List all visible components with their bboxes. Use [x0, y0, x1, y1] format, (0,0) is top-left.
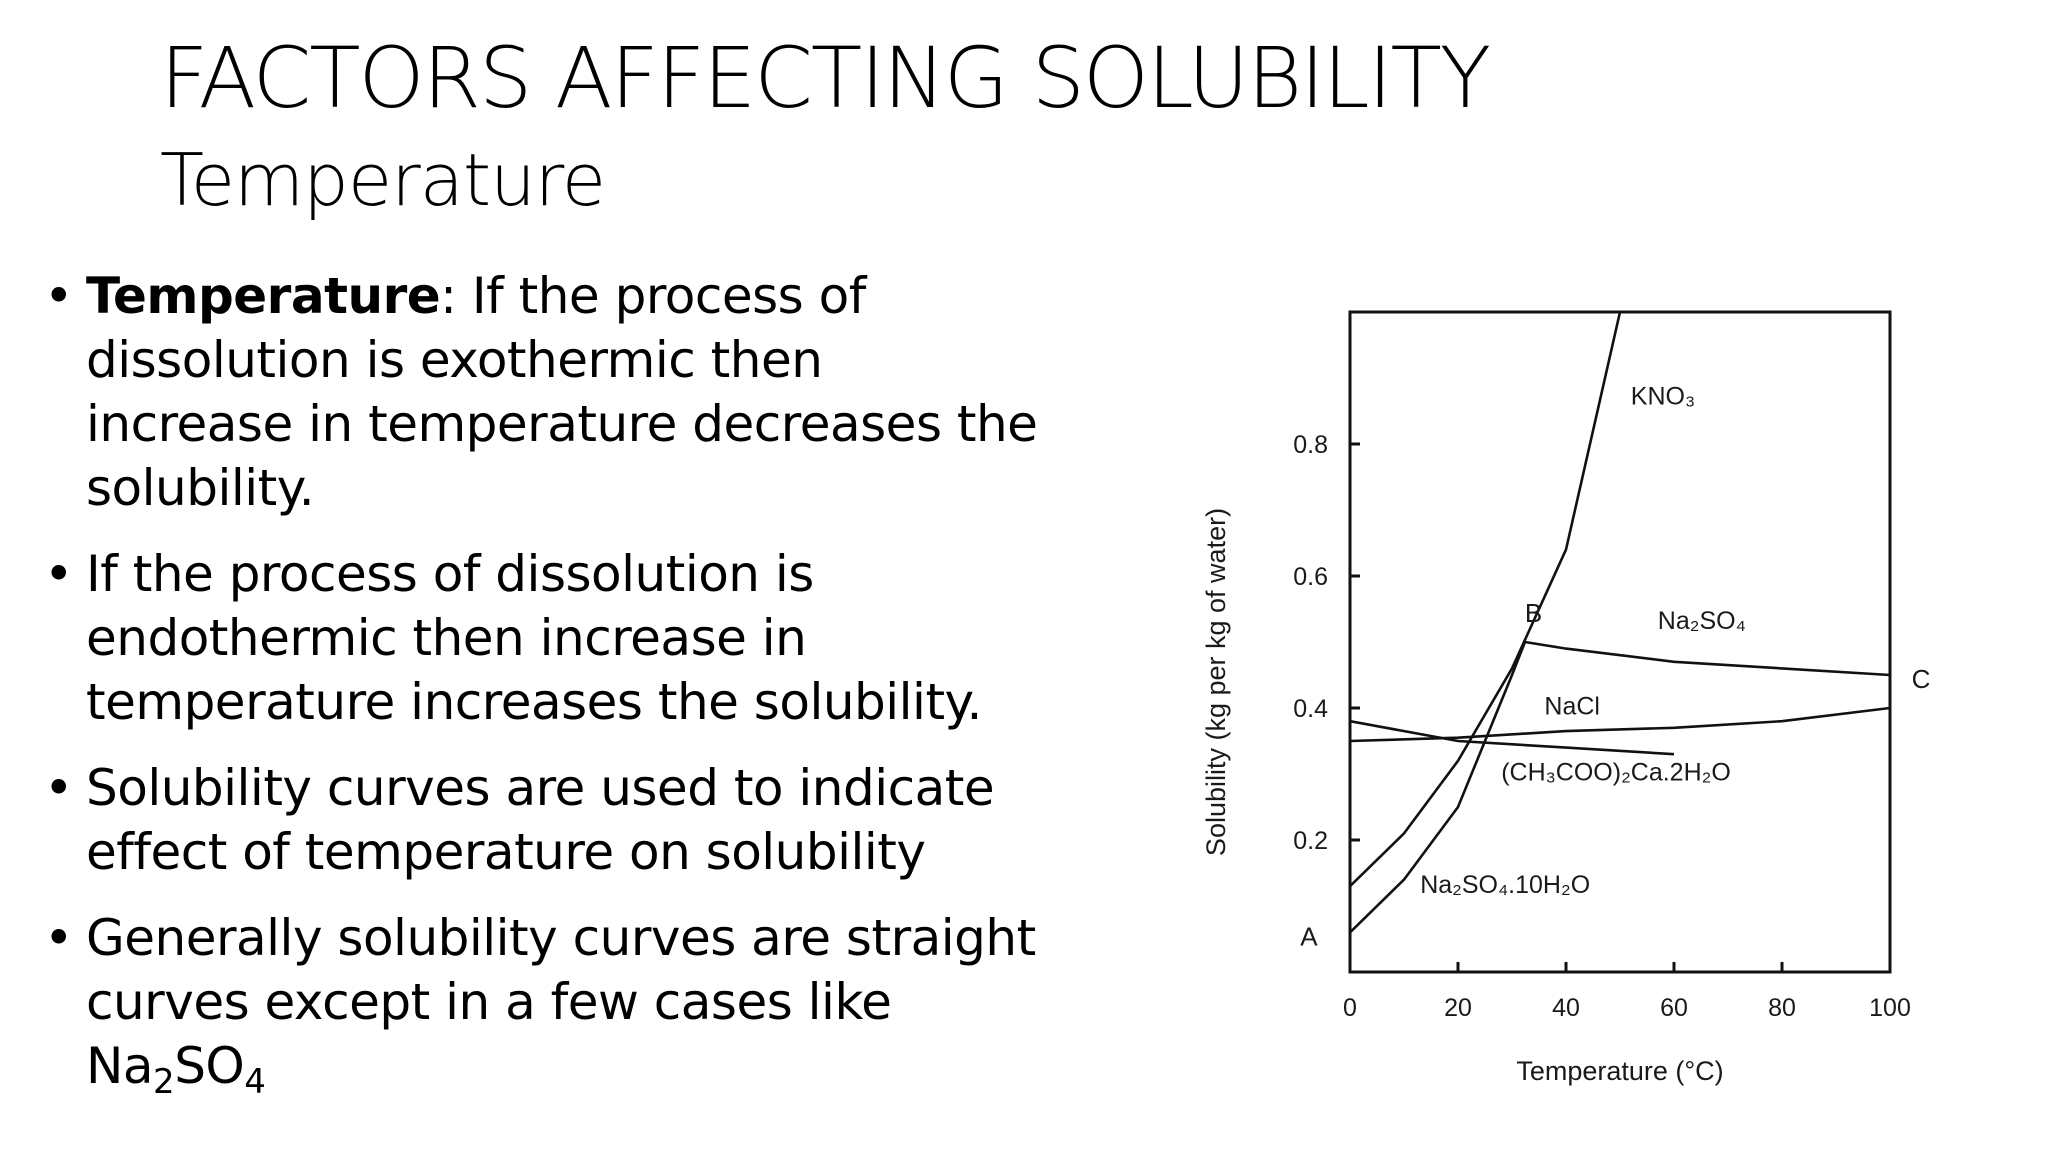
- x-tick-label: 40: [1552, 994, 1580, 1022]
- series-label: Na₂SO₄: [1658, 607, 1746, 635]
- x-tick-label: 0: [1343, 994, 1357, 1022]
- bullet-lead: Temperature: [86, 267, 441, 325]
- series-line: [1350, 312, 1622, 888]
- y-tick-label: 0.4: [1293, 695, 1328, 723]
- slide-subtitle: Temperature: [160, 138, 606, 222]
- bullet-text: Generally solubility curves are straight…: [86, 909, 1036, 1031]
- bullet-item: Generally solubility curves are straight…: [44, 906, 1044, 1102]
- series-labels: KNO₃ Na₂SO₄ NaCl (CH₃COO)₂Ca.2H₂O Na₂SO₄.10H…: [1420, 382, 1746, 898]
- series-line: [1524, 640, 1890, 677]
- series-line: [1350, 641, 1527, 934]
- slide-title: FACTORS AFFECTING SOLUBILITY: [160, 29, 1491, 127]
- series-label: (CH₃COO)₂Ca.2H₂O: [1501, 759, 1731, 787]
- series-label: Na₂SO₄.10H₂O: [1420, 871, 1590, 899]
- y-tick-label: 0.2: [1293, 827, 1328, 855]
- x-tick-label: 20: [1444, 994, 1472, 1022]
- bullet-list: Temperature: If the process of dissoluti…: [44, 264, 1044, 1120]
- y-axis-ticks: 0.2 0.4 0.6 0.8: [1293, 431, 1360, 855]
- x-axis-ticks: 0 20 40 60 80 100: [1343, 962, 1911, 1022]
- point-label: B: [1525, 598, 1542, 628]
- point-label: A: [1300, 922, 1318, 952]
- bullet-item: If the process of dissolution is endothe…: [44, 542, 1044, 734]
- sodium-sulfate-formula: Na2SO4: [86, 1037, 266, 1102]
- series-line: [1350, 719, 1675, 756]
- series-label: NaCl: [1544, 693, 1600, 721]
- x-tick-label: 80: [1768, 994, 1796, 1022]
- bullet-item: Solubility curves are used to indicate e…: [44, 756, 1044, 884]
- x-axis-label: Temperature (°C): [1516, 1056, 1723, 1086]
- bullet-item: Temperature: If the process of dissoluti…: [44, 264, 1044, 520]
- series-label: KNO₃: [1631, 382, 1695, 410]
- bullet-text: Solubility curves are used to indicate e…: [86, 759, 995, 881]
- solubility-chart: 0.2 0.4 0.6 0.8 0 20 40 60 80 100 KNO₃ Na₂SO₄ NaCl…: [1201, 310, 1930, 1086]
- y-axis-label: Solubility (kg per kg of water): [1201, 508, 1231, 856]
- bullet-text: : If the process of dissolution is exoth…: [86, 267, 1038, 517]
- bullet-text: If the process of dissolution is endothe…: [86, 545, 982, 731]
- point-label: C: [1912, 664, 1931, 694]
- series-lines: [1350, 312, 1890, 934]
- y-tick-label: 0.8: [1293, 431, 1328, 459]
- point-labels: A B C: [1300, 598, 1930, 951]
- y-tick-label: 0.6: [1293, 563, 1328, 591]
- x-tick-label: 60: [1660, 994, 1688, 1022]
- x-tick-label: 100: [1869, 994, 1911, 1022]
